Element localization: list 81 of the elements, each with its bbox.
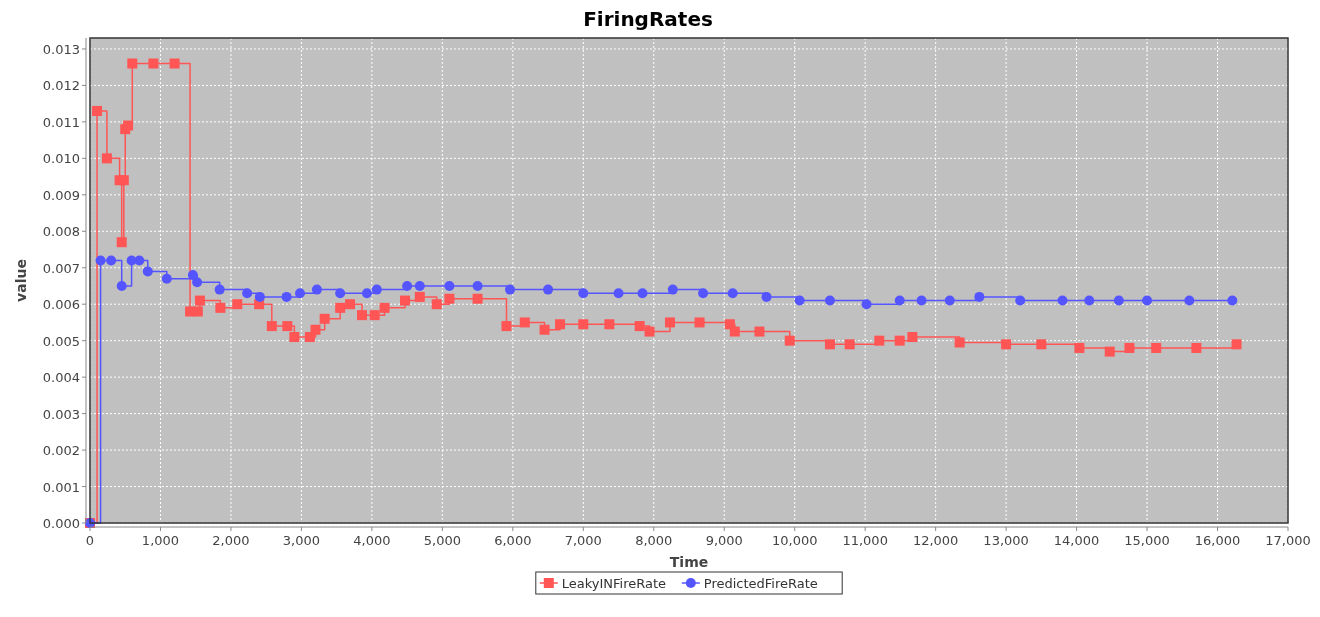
- point: [371, 284, 382, 295]
- point: [472, 280, 483, 291]
- point: [667, 284, 678, 295]
- y-tick-label: 0.002: [42, 443, 80, 459]
- y-tick-label: 0.013: [42, 41, 80, 57]
- point: [505, 284, 516, 295]
- point: [214, 284, 225, 295]
- y-tick-label: 0.007: [42, 260, 80, 276]
- x-tick-label: 11,000: [842, 533, 888, 548]
- x-tick-label: 9,000: [705, 533, 743, 548]
- point: [861, 299, 872, 310]
- point: [161, 273, 172, 284]
- point: [444, 280, 455, 291]
- point: [824, 295, 835, 306]
- y-tick-label: 0.003: [42, 406, 80, 422]
- point: [95, 255, 106, 266]
- point: [543, 284, 554, 295]
- x-axis-title: Time: [669, 554, 709, 570]
- point: [142, 266, 153, 277]
- point: [361, 288, 372, 299]
- x-tick-label: 16,000: [1194, 533, 1241, 548]
- point: [1057, 295, 1068, 306]
- point: [116, 280, 127, 291]
- x-tick-label: 0: [85, 533, 95, 548]
- point: [1142, 295, 1153, 306]
- point: [1227, 295, 1238, 306]
- point: [1113, 295, 1124, 306]
- point: [295, 288, 305, 299]
- y-tick-label: 0.005: [42, 333, 80, 349]
- point: [637, 288, 648, 299]
- point: [894, 295, 905, 306]
- point: [1184, 295, 1195, 306]
- x-tick-label: 14,000: [1053, 533, 1100, 548]
- x-tick-label: 12,000: [912, 533, 959, 548]
- point: [254, 291, 265, 302]
- y-tick-label: 0.006: [42, 297, 80, 313]
- y-tick-label: 0.009: [42, 187, 80, 203]
- y-tick-label: 0.010: [42, 151, 80, 167]
- point: [187, 270, 198, 281]
- y-tick-label: 0.004: [42, 370, 80, 386]
- x-tick-label: 10,000: [771, 533, 818, 548]
- x-tick-label: 1,000: [141, 533, 180, 548]
- point: [414, 280, 425, 291]
- point: [311, 284, 322, 295]
- x-tick-label: 7,000: [564, 533, 602, 548]
- y-tick-label: 0.008: [42, 224, 80, 240]
- point: [106, 255, 117, 266]
- legend-label: PredictedFireRate: [703, 576, 818, 591]
- point: [335, 288, 346, 299]
- y-axis-title: value: [13, 259, 29, 302]
- point: [761, 291, 772, 302]
- point: [1015, 295, 1026, 306]
- x-tick-label: 8,000: [635, 533, 673, 548]
- point: [974, 291, 985, 302]
- chart-title: FiringRates: [583, 7, 713, 31]
- x-tick-label: 2,000: [212, 533, 250, 548]
- x-tick-label: 13,000: [983, 533, 1029, 548]
- point: [794, 295, 805, 306]
- point: [134, 255, 145, 266]
- point: [402, 280, 413, 291]
- y-tick-label: 0.012: [42, 78, 80, 94]
- point: [698, 288, 709, 299]
- x-tick-label: 17,000: [1265, 533, 1311, 548]
- y-tick-label: 0.000: [42, 516, 80, 531]
- point: [1084, 295, 1095, 306]
- point: [944, 295, 955, 306]
- point: [916, 295, 927, 306]
- point: [192, 277, 203, 288]
- point: [578, 288, 589, 299]
- x-tick-label: 4,000: [353, 533, 391, 548]
- y-tick-label: 0.011: [42, 114, 80, 130]
- point: [727, 288, 738, 299]
- legend-label: LeakyINFireRate: [561, 576, 667, 591]
- point: [281, 291, 292, 302]
- point: [613, 288, 624, 299]
- y-tick-label: 0.001: [42, 479, 80, 495]
- x-tick-label: 5,000: [423, 533, 461, 548]
- x-tick-label: 3,000: [282, 533, 321, 548]
- x-tick-label: 6,000: [494, 533, 532, 548]
- point: [242, 288, 253, 299]
- x-tick-label: 15,000: [1124, 533, 1170, 548]
